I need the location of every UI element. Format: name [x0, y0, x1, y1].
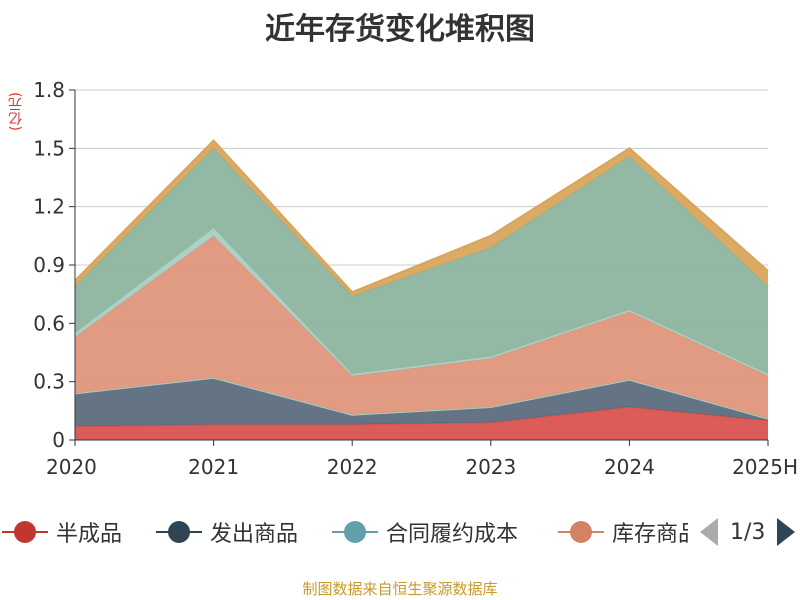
legend-marker	[558, 512, 604, 552]
y-tick-label: 1.5	[33, 136, 65, 160]
area-series-5	[75, 148, 768, 374]
legend-items: 半成品 发出商品 合同履约成本 库存商品	[0, 512, 688, 556]
x-tick-label: 2023	[465, 455, 516, 479]
y-tick-label: 1.2	[33, 195, 65, 219]
area-series-line-6	[74, 139, 769, 294]
legend-label: 合同履约成本	[386, 522, 519, 547]
legend-dot	[14, 521, 36, 543]
legend-marker	[156, 512, 202, 552]
legend-pager: 1/3	[700, 512, 796, 552]
area-series	[74, 139, 769, 440]
legend-marker	[332, 512, 378, 552]
x-tick-label: 2021	[188, 455, 239, 479]
chart-title: 近年存货变化堆积图	[265, 12, 535, 47]
y-tick-label: 0	[52, 428, 65, 452]
y-tick-label: 0.9	[33, 253, 65, 277]
legend-item-fachushangpin[interactable]: 发出商品	[156, 512, 298, 552]
stacked-area-chart: 0 0.3 0.6 0.9 1.2 1.5 1.8 2020 2021 2022 2023 2024…	[33, 78, 798, 479]
y-tick-label: 0.3	[33, 370, 65, 394]
area-series-1	[75, 377, 768, 427]
legend: 半成品 发出商品 合同履约成本 库存商品 1/3	[0, 512, 800, 556]
axes	[69, 89, 769, 446]
legend-page-indicator: 1/3	[730, 519, 766, 545]
data-source-note: 制图数据来自恒生聚源数据库	[302, 580, 498, 598]
legend-item-kucunshangpin[interactable]: 库存商品	[558, 512, 688, 552]
legend-marker	[2, 512, 48, 552]
legend-label: 发出商品	[210, 522, 299, 547]
legend-dot	[344, 521, 366, 543]
legend-label: 库存商品	[612, 522, 688, 547]
area-series-3	[75, 235, 768, 419]
legend-next-icon[interactable]	[777, 518, 796, 546]
y-tick-labels: 0 0.3 0.6 0.9 1.2 1.5 1.8	[33, 78, 65, 452]
legend-dot	[570, 521, 592, 543]
x-tick-label: 2022	[327, 455, 378, 479]
legend-item-banchengpin[interactable]: 半成品	[2, 512, 122, 552]
x-tick-label: 2020	[46, 455, 97, 479]
x-tick-label: 2025H	[732, 455, 798, 479]
y-tick-label: 0.6	[33, 311, 65, 335]
legend-item-hetonglvyuechengben[interactable]: 合同履约成本	[332, 512, 518, 552]
y-tick-label: 1.8	[33, 78, 65, 102]
legend-prev-icon[interactable]	[700, 518, 718, 546]
x-tick-label: 2024	[604, 455, 655, 479]
x-tick-labels: 2020 2021 2022 2023 2024 2025H	[46, 455, 798, 479]
legend-label: 半成品	[56, 522, 123, 547]
legend-dot	[168, 521, 190, 543]
